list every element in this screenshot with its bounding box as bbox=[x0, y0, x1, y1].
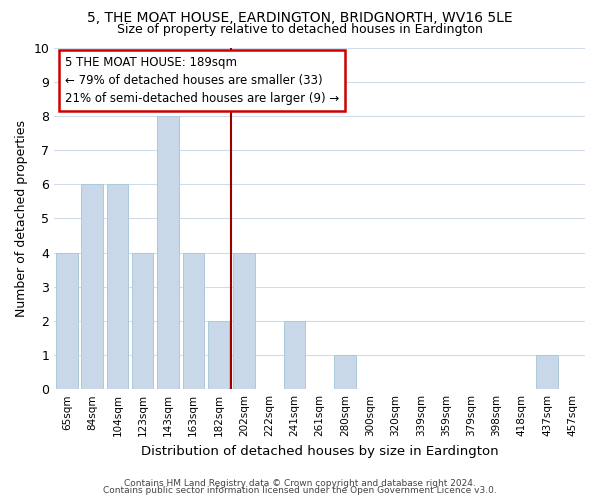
Bar bbox=[208, 321, 229, 389]
Bar bbox=[82, 184, 103, 389]
X-axis label: Distribution of detached houses by size in Eardington: Distribution of detached houses by size … bbox=[141, 444, 499, 458]
Bar bbox=[334, 355, 356, 389]
Bar bbox=[536, 355, 558, 389]
Bar bbox=[157, 116, 179, 389]
Text: 5 THE MOAT HOUSE: 189sqm
← 79% of detached houses are smaller (33)
21% of semi-d: 5 THE MOAT HOUSE: 189sqm ← 79% of detach… bbox=[65, 56, 339, 105]
Text: Contains HM Land Registry data © Crown copyright and database right 2024.: Contains HM Land Registry data © Crown c… bbox=[124, 478, 476, 488]
Text: 5, THE MOAT HOUSE, EARDINGTON, BRIDGNORTH, WV16 5LE: 5, THE MOAT HOUSE, EARDINGTON, BRIDGNORT… bbox=[87, 11, 513, 25]
Bar bbox=[56, 252, 77, 389]
Bar bbox=[107, 184, 128, 389]
Bar bbox=[182, 252, 204, 389]
Bar bbox=[132, 252, 154, 389]
Text: Size of property relative to detached houses in Eardington: Size of property relative to detached ho… bbox=[117, 24, 483, 36]
Text: Contains public sector information licensed under the Open Government Licence v3: Contains public sector information licen… bbox=[103, 486, 497, 495]
Bar bbox=[233, 252, 254, 389]
Bar bbox=[284, 321, 305, 389]
Y-axis label: Number of detached properties: Number of detached properties bbox=[15, 120, 28, 317]
